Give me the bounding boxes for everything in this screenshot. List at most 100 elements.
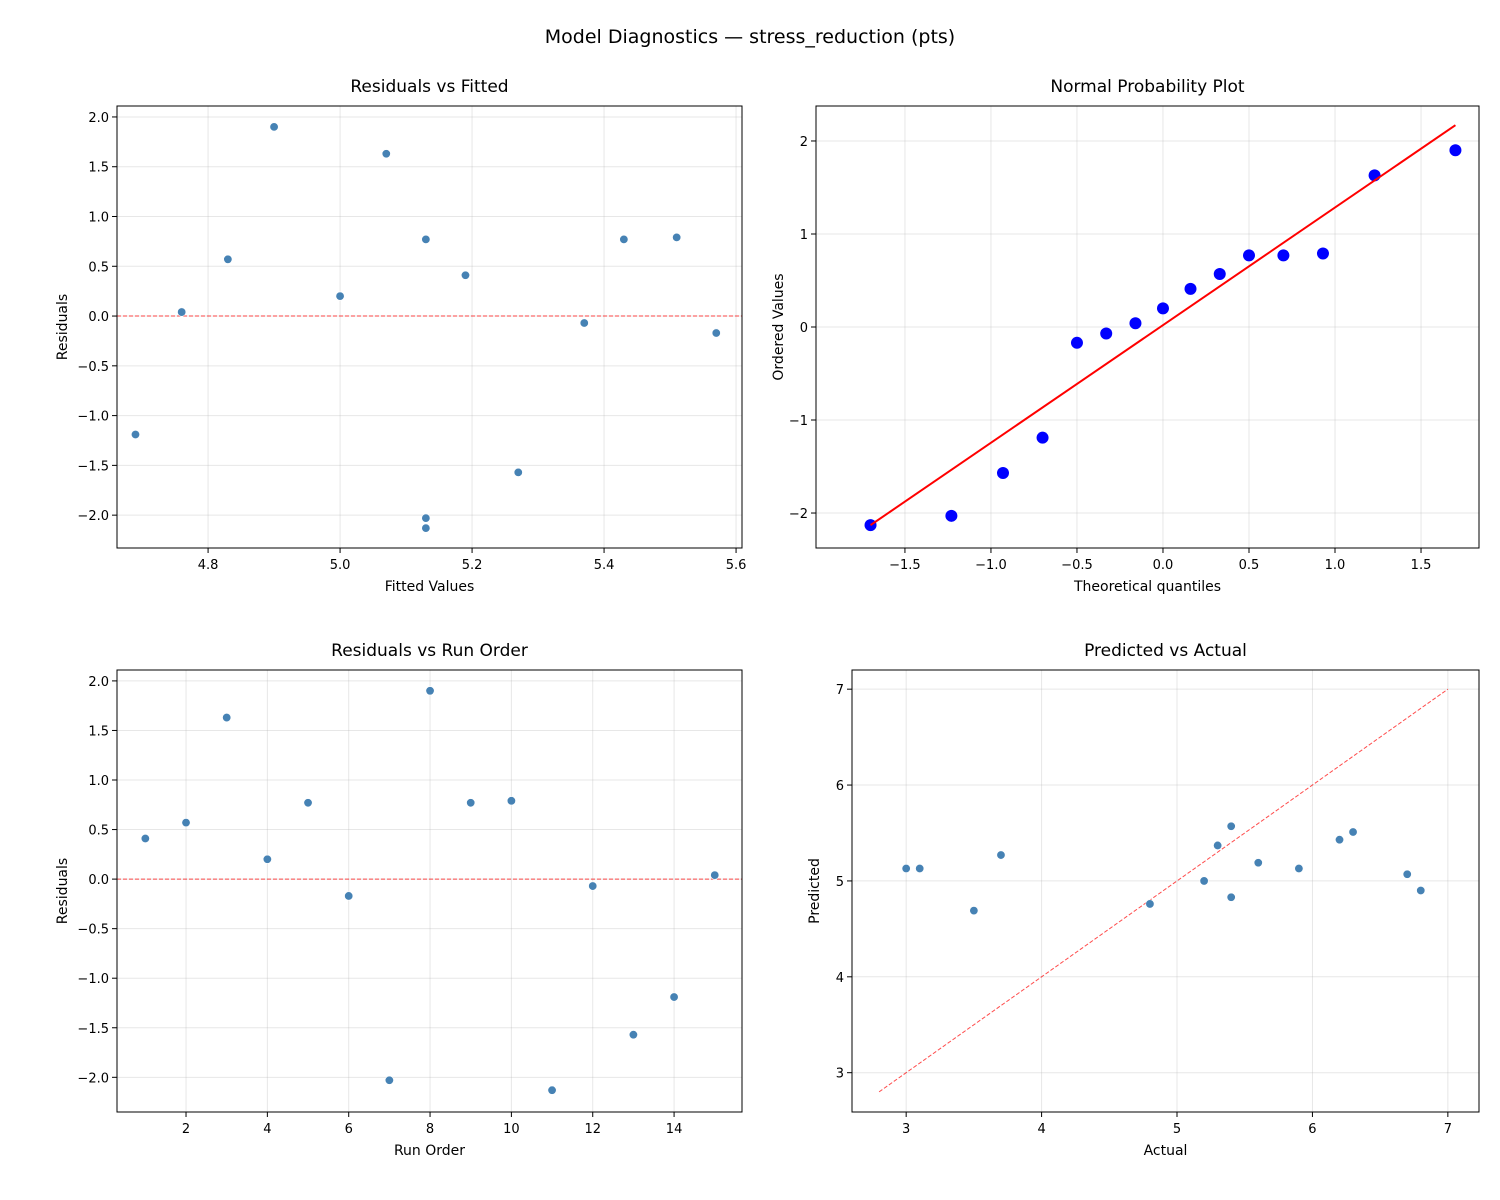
data-point: [1199, 876, 1209, 886]
y-tick-label: −2.0: [77, 509, 109, 524]
x-axis-label: Run Order: [394, 1143, 465, 1159]
data-point: [1145, 899, 1155, 909]
y-tick-label: −2: [789, 507, 808, 522]
y-tick-label: 0.0: [88, 873, 109, 888]
data-point: [1226, 821, 1236, 831]
y-axis-label: Ordered Values: [771, 273, 787, 380]
x-tick-label: 1.0: [1325, 558, 1346, 573]
subplot-title: Predicted vs Actual: [1084, 641, 1247, 661]
x-tick-label: 0.5: [1239, 558, 1260, 573]
data-point: [1156, 302, 1169, 315]
data-point: [710, 870, 720, 880]
x-tick-label: 4.8: [198, 558, 219, 573]
data-point: [384, 1075, 394, 1085]
x-tick-label: 0.0: [1153, 558, 1174, 573]
y-tick-label: −1.0: [77, 410, 109, 425]
data-point: [421, 523, 431, 533]
data-point: [969, 906, 979, 916]
data-point: [1129, 317, 1142, 330]
data-point: [140, 833, 150, 843]
data-point: [996, 467, 1009, 480]
data-point: [223, 254, 233, 264]
data-point: [669, 992, 679, 1002]
x-tick-label: −1.0: [975, 558, 1007, 573]
data-point: [1036, 431, 1049, 444]
axes-frame: [851, 669, 1480, 1113]
data-point: [466, 798, 476, 808]
data-point: [421, 513, 431, 523]
y-tick-label: 0.0: [88, 310, 109, 325]
data-point: [1294, 863, 1304, 873]
x-tick-label: 14: [666, 1122, 683, 1137]
data-point: [628, 1030, 638, 1040]
subplot-title: Residuals vs Fitted: [350, 77, 508, 97]
data-point: [1277, 249, 1290, 262]
y-tick-label: 1.0: [88, 211, 109, 226]
subplot-2: −1.5 −1.0 −0.5 0.0 0.5 1.0 1.5 −2 −1 0 1 2 Normal Pr…: [771, 77, 1480, 595]
x-tick-label: 6: [1308, 1122, 1316, 1137]
y-tick-label: 1.5: [88, 161, 109, 176]
y-tick-label: 1: [800, 228, 808, 243]
data-point: [619, 234, 629, 244]
y-tick-label: 5: [836, 875, 844, 890]
x-tick-label: 3: [902, 1122, 910, 1137]
y-tick-label: 1.5: [88, 724, 109, 739]
subplot-title: Normal Probability Plot: [1050, 77, 1245, 97]
data-point: [588, 881, 598, 891]
y-tick-label: −2.0: [77, 1071, 109, 1086]
data-point: [460, 270, 470, 280]
axes-frame: [116, 105, 743, 549]
subplot-4: 3 4 5 6 7 3 4 5 6 7 Predicted vs Actual Actual Predi…: [807, 641, 1480, 1159]
x-tick-label: 4: [1037, 1122, 1045, 1137]
data-point: [672, 232, 682, 242]
data-point: [915, 863, 925, 873]
y-axis-label: Predicted: [807, 858, 823, 924]
data-point: [901, 863, 911, 873]
data-point: [1335, 835, 1345, 845]
y-tick-label: 1.0: [88, 774, 109, 789]
x-tick-label: −1.5: [889, 558, 921, 573]
data-point: [547, 1085, 557, 1095]
y-tick-label: −0.5: [77, 360, 109, 375]
y-axis-label: Residuals: [55, 294, 71, 360]
x-axis-label: Theoretical quantiles: [1073, 579, 1221, 595]
y-tick-label: −1.5: [77, 1022, 109, 1037]
data-point: [1253, 858, 1263, 868]
y-tick-label: 0: [800, 321, 808, 336]
y-tick-label: 7: [836, 683, 844, 698]
y-tick-label: 2: [800, 135, 808, 150]
x-tick-label: 5.4: [594, 558, 615, 573]
subplot-3: 2 4 6 8 10 12 14 −2.0 −1.5 −1.0 −0.5 0.0 0.5 1.0 1.5 2.…: [55, 641, 743, 1159]
subplot-1: 4.8 5.0 5.2 5.4 5.6 −2.0 −1.5 −1.0 −0.5 0.0 0.5 1.0…: [55, 77, 746, 595]
y-tick-label: −1: [789, 414, 808, 429]
data-point: [1213, 840, 1223, 850]
y-tick-label: 2.0: [88, 675, 109, 690]
x-tick-label: 5.0: [330, 558, 351, 573]
data-point: [1348, 827, 1358, 837]
data-point: [262, 854, 272, 864]
data-point: [1213, 267, 1226, 280]
data-point: [1226, 892, 1236, 902]
data-point: [421, 234, 431, 244]
y-tick-label: 2.0: [88, 111, 109, 126]
data-point: [513, 467, 523, 477]
x-tick-label: 8: [426, 1122, 434, 1137]
data-point: [711, 328, 721, 338]
y-tick-label: 0.5: [88, 260, 109, 275]
y-tick-label: −0.5: [77, 923, 109, 938]
data-point: [945, 509, 958, 522]
x-tick-label: 4: [263, 1122, 271, 1137]
identity-reference-line: [878, 688, 1449, 1093]
axes-frame: [116, 669, 743, 1113]
y-tick-label: 4: [836, 971, 844, 986]
axes-frame: [815, 105, 1480, 549]
data-point: [1242, 249, 1255, 262]
data-point: [425, 686, 435, 696]
data-point: [1100, 327, 1113, 340]
data-point: [1449, 144, 1462, 157]
fit-line: [869, 124, 1456, 526]
data-point: [1184, 282, 1197, 295]
y-tick-label: 0.5: [88, 824, 109, 839]
data-point: [181, 818, 191, 828]
